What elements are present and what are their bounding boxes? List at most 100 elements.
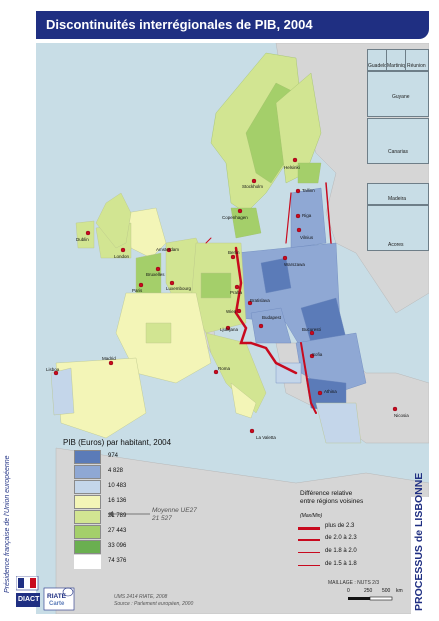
legend-value: 4 828 <box>108 468 124 474</box>
legend-value: 33 096 <box>108 543 127 549</box>
inset-label-guadeloupe: Guadeloupe <box>368 63 396 69</box>
western-regions <box>50 207 362 444</box>
city-label: Riga <box>302 213 312 218</box>
legend-value: 74 376 <box>108 558 127 564</box>
city-label: Copenhagen <box>222 215 248 220</box>
difference-line <box>298 565 320 566</box>
legend-swatch <box>74 525 101 539</box>
logo-carte: Carte <box>49 601 65 607</box>
difference-row: de 2.0 à 2.3 <box>298 535 388 545</box>
capital-markers <box>53 157 398 434</box>
difference-title: Différence relative entre régions voisin… <box>300 490 363 506</box>
lisbonne-banner: PROCESSUS de LISBONNE <box>411 473 429 614</box>
city-label: Tallinn <box>302 188 315 193</box>
logo-group-icon <box>16 576 75 611</box>
moyenne-title: Moyenne UE27 <box>152 507 197 514</box>
scale-bar: 0 250 500 km <box>347 588 403 602</box>
inset-label-madeira: Madeira <box>388 196 407 202</box>
city-label: Athina <box>324 389 337 394</box>
scale-unit: km <box>396 588 403 594</box>
city-label: Ljubljana <box>220 327 239 332</box>
inset-canarias: Canarias <box>367 118 429 164</box>
city-label: Helsinki <box>284 165 300 170</box>
city-label: Lisboa <box>46 367 60 372</box>
city-label: Nicosia <box>394 413 409 418</box>
legend-swatch <box>74 450 101 464</box>
city-label: Madrid <box>102 356 116 361</box>
difference-row: plus de 2.3 <box>298 523 388 533</box>
map-area: Guadeloupe Martinique Réunion Guyane Can… <box>36 43 429 614</box>
city-label: Budapest <box>262 315 282 320</box>
scale-bar-graphic <box>348 596 393 601</box>
inset-label-canarias: Canarias <box>388 149 409 155</box>
legend-swatch <box>74 495 101 509</box>
credits-line2: Source : Parlement européen, 2000 <box>114 601 194 607</box>
inset-guyane: Guyane <box>367 71 429 117</box>
logos: DIACT RIATE Carte <box>16 576 112 614</box>
city-label: Wien <box>226 309 237 314</box>
logo-riate: RIATE <box>47 593 67 600</box>
legend-swatch <box>74 540 101 554</box>
legend-value: 974 <box>108 453 119 459</box>
city-label: Roma <box>218 366 231 371</box>
difference-label: de 1.5 à 1.8 <box>325 561 357 567</box>
legend-value: 27 443 <box>108 528 127 534</box>
left-margin: Présidence française de l'Union européen… <box>0 0 35 621</box>
moyenne-value: 21 527 <box>152 515 172 522</box>
legend-value: 10 483 <box>108 483 127 489</box>
city-label: Paris <box>132 288 143 293</box>
scale-label: 500 <box>382 588 391 594</box>
inset-guadeloupe: Guadeloupe <box>367 49 395 71</box>
presidency-text: Présidence française de l'Union européen… <box>4 455 11 593</box>
inset-acores: Acores <box>367 205 429 251</box>
city-label: Sofia <box>312 352 323 357</box>
moyenne-arrow-icon <box>108 511 150 517</box>
city-label: Praha <box>230 290 243 295</box>
legend-title: PIB (Euros) par habitant, 2004 <box>63 438 172 447</box>
inset-reunion: Réunion <box>405 49 429 71</box>
europe-map <box>50 43 429 614</box>
lisbonne-banner-text: PROCESSUS de LISBONNE <box>413 472 425 611</box>
logo-diact: DIACT <box>18 596 40 603</box>
city-label: Bucuresti <box>302 327 321 332</box>
city-label: Amsterdam <box>156 247 180 252</box>
difference-title-line2: entre régions voisines <box>300 498 364 505</box>
city-label: Bruxelles <box>146 272 165 277</box>
credits: UMS 2414 RIATE, 2008 Source : Parlement … <box>114 594 193 608</box>
inset-label-reunion: Réunion <box>407 63 426 69</box>
legend-swatch <box>74 480 101 494</box>
eastern-regions <box>235 187 367 414</box>
inset-label-guyane: Guyane <box>392 94 410 100</box>
city-label: London <box>114 254 130 259</box>
legend-value: 16 136 <box>108 498 127 504</box>
maillage-label: MAILLAGE : NUTS 2/3 <box>328 580 380 586</box>
city-label: Warszawa <box>284 262 305 267</box>
city-label: Berlin <box>228 250 240 255</box>
credits-line1: UMS 2414 RIATE, 2008 <box>114 594 168 600</box>
city-label: Vilnius <box>300 235 314 240</box>
difference-title-line1: Différence relative <box>300 490 353 497</box>
uk-ireland <box>75 192 132 249</box>
moyenne-label: Moyenne UE27 21 527 <box>152 507 197 523</box>
inset-martinique: Martinique <box>386 49 410 71</box>
city-label: Stockholm <box>242 184 264 189</box>
city-label: La Valetta <box>256 435 276 440</box>
map-title: Discontinuités interrégionales de PIB, 2… <box>46 17 313 32</box>
difference-line <box>298 539 320 541</box>
difference-line <box>298 552 320 553</box>
difference-line <box>298 527 320 530</box>
city-label: Luxembourg <box>166 286 192 291</box>
difference-label: de 1.8 à 2.0 <box>325 548 357 554</box>
legend-swatch <box>74 555 101 569</box>
city-label: Dublin <box>76 237 89 242</box>
legend-value: 21 789 <box>108 513 127 519</box>
difference-row: de 1.5 à 1.8 <box>298 561 388 571</box>
difference-label: plus de 2.3 <box>325 523 355 529</box>
inset-madeira: Madeira <box>367 183 429 205</box>
title-bar: Discontinuités interrégionales de PIB, 2… <box>36 11 429 39</box>
scale-label: 0 <box>347 588 350 594</box>
difference-unit: (Max/Min) <box>300 513 323 519</box>
legend-swatch <box>74 510 101 524</box>
nordic-regions <box>210 52 322 239</box>
